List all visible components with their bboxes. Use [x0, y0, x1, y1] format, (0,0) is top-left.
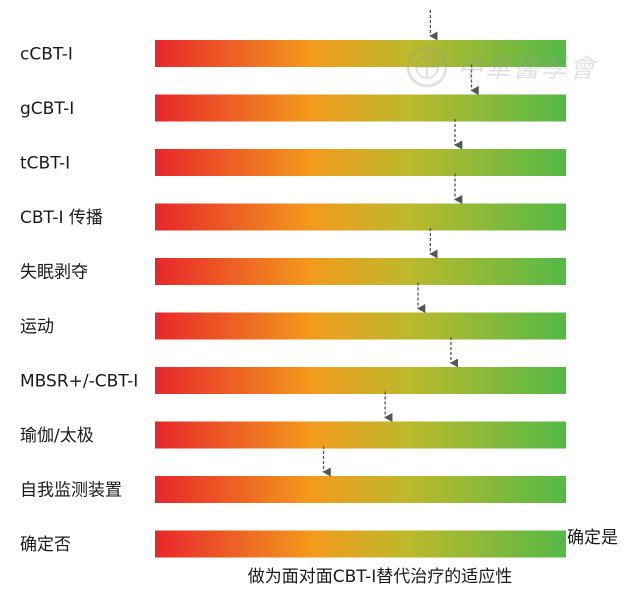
row-label: tCBT-I [20, 154, 70, 174]
row-label: 自我监测装置 [20, 481, 122, 501]
row-label: MBSR+/-CBT-I [20, 372, 138, 392]
row-label: 确定否 [20, 535, 71, 555]
bars-layer [155, 40, 566, 558]
row-label: gCBT-I [20, 99, 74, 119]
row-label: CBT-I 传播 [20, 208, 103, 228]
gradient-bar [155, 421, 566, 449]
markers-layer [322, 10, 479, 477]
gradient-bar [155, 40, 566, 67]
gradient-bar [155, 530, 566, 558]
gradient-bar [155, 476, 566, 503]
row-label: 瑜伽/太极 [20, 426, 94, 446]
row-label: 运动 [20, 317, 54, 337]
row-label: 失眠剥夺 [20, 263, 88, 283]
scale-high-label: 确定是 [567, 528, 618, 548]
seal-icon [406, 46, 448, 88]
x-axis-caption: 做为面对面CBT-I替代治疗的适应性 [248, 567, 513, 587]
gradient-bar [155, 203, 566, 231]
gradient-bar [155, 149, 566, 176]
watermark-text: 中華醫學會 [457, 54, 598, 84]
gradient-bar [155, 367, 566, 394]
gradient-bar [155, 258, 566, 285]
row-label: cCBT-I [20, 45, 73, 65]
watermark: 中華醫學會 [403, 44, 613, 90]
gradient-bar [155, 94, 566, 122]
gradient-bar [155, 312, 566, 340]
